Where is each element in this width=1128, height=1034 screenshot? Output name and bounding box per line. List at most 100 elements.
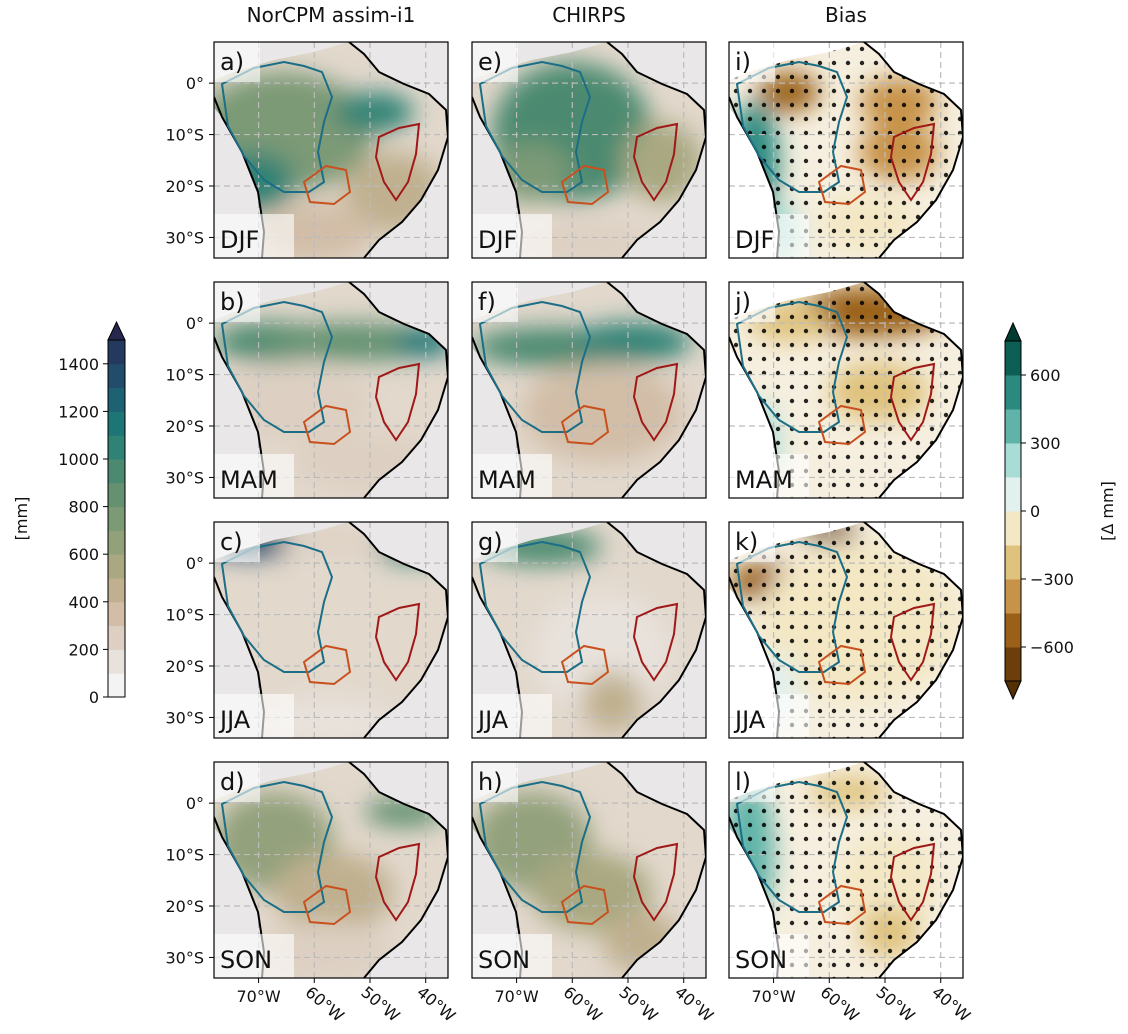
panel-frame	[213, 281, 449, 499]
colorbar-band	[108, 506, 125, 531]
colorbar-frame	[107, 339, 126, 698]
map-panel: l) SON 70°W 60°W 50°W 40°W	[728, 761, 974, 1026]
label-box	[214, 762, 260, 802]
season-label: DJF	[735, 226, 774, 254]
panel-frame	[728, 281, 964, 499]
colorbar-band	[1005, 409, 1021, 444]
lat-tick-label: 0°	[186, 554, 204, 573]
colorbar-band	[1005, 613, 1021, 648]
label-box	[214, 522, 260, 562]
colorbar-band	[1005, 477, 1021, 512]
label-box	[729, 694, 809, 738]
panel-letter: g)	[478, 528, 503, 556]
colorbar-band	[108, 673, 125, 698]
label-box	[214, 42, 260, 82]
season-label: JJA	[476, 706, 509, 734]
map-content	[472, 762, 706, 978]
lon-tick-label: 70°W	[494, 987, 538, 1006]
label-box	[472, 522, 518, 562]
lat-tick-label: 20°S	[165, 177, 204, 196]
map-content	[214, 42, 448, 258]
column-title: Bias	[825, 3, 867, 27]
colorbar-band	[108, 435, 125, 460]
lat-tick-label: 30°S	[165, 948, 204, 967]
column-title: NorCPM assim-i1	[247, 3, 416, 27]
label-box	[472, 934, 552, 978]
label-box	[472, 214, 552, 258]
lon-tick-label: 60°W	[817, 983, 863, 1026]
map-panel: e) DJF	[471, 41, 707, 259]
lon-tick-label: 40°W	[413, 983, 459, 1026]
panel-letter: d)	[220, 768, 245, 796]
panel-letter: a)	[220, 48, 244, 76]
map-content	[729, 522, 963, 738]
colorbar-tick-label: −300	[1030, 570, 1074, 589]
panel-letter: e)	[478, 48, 502, 76]
map-content	[729, 282, 963, 498]
colorbar-tick-label: 400	[68, 593, 99, 612]
colorbar-band	[1005, 647, 1021, 682]
map-panel: h) SON 70°W 60°W 50°W 40°W	[471, 761, 717, 1026]
colorbar-band	[108, 482, 125, 508]
map-panel: i) DJF	[728, 41, 964, 259]
panel-letter: k)	[735, 528, 758, 556]
map-content	[214, 522, 448, 738]
panel-frame	[471, 761, 707, 979]
colorbar-band	[108, 554, 125, 579]
panel-letter: i)	[735, 48, 751, 76]
colorbar-tick-label: 0	[1030, 502, 1040, 521]
colorbar-tick-label: 300	[1030, 434, 1061, 453]
panel-frame	[213, 521, 449, 739]
map-panel: b) MAM 0° 10°S 20°S 30°S	[165, 281, 449, 499]
lat-tick-label: 0°	[186, 314, 204, 333]
colorbar-band	[108, 363, 125, 389]
panel-frame	[471, 521, 707, 739]
panel-frame	[213, 41, 449, 259]
panel-frame	[213, 761, 449, 979]
label-box	[729, 454, 809, 498]
lat-tick-label: 0°	[186, 794, 204, 813]
field	[472, 792, 682, 972]
panel-letter: j)	[734, 288, 751, 316]
map-content	[472, 522, 706, 738]
lat-tick-label: 30°S	[165, 228, 204, 247]
map-panel: k) JJA	[728, 521, 964, 739]
panel-letter: l)	[735, 768, 751, 796]
field-blob	[582, 672, 642, 732]
lon-tick-label: 40°W	[671, 983, 717, 1026]
panel-letter: c)	[220, 528, 243, 556]
label-box	[729, 762, 775, 802]
label-box	[729, 522, 775, 562]
label-box	[729, 934, 809, 978]
field-blob	[334, 92, 414, 132]
lon-tick-label: 50°W	[357, 983, 403, 1026]
label-box	[214, 454, 294, 498]
panel-letter: f)	[478, 288, 496, 316]
season-label: JJA	[733, 706, 766, 734]
season-label: DJF	[220, 226, 259, 254]
colorbar-tick-label: 600	[68, 545, 99, 564]
lat-tick-label: 20°S	[165, 897, 204, 916]
colorbar-band	[1005, 375, 1021, 410]
lon-tick-label: 70°W	[236, 987, 280, 1006]
colorbar-tick-label: 1200	[58, 402, 99, 421]
lat-tick-label: 20°S	[165, 417, 204, 436]
colorbar-extend	[1004, 680, 1022, 701]
season-label: SON	[220, 946, 272, 974]
lat-tick-label: 0°	[186, 74, 204, 93]
label-box	[214, 694, 294, 738]
lat-tick-label: 30°S	[165, 468, 204, 487]
colorbar-tick-label: 0	[89, 688, 99, 707]
colorbar-band	[1005, 511, 1021, 546]
lat-tick-label: 10°S	[165, 846, 204, 865]
field	[472, 322, 692, 462]
lon-tick-label: 60°W	[560, 983, 606, 1026]
field-blob	[264, 322, 444, 362]
lat-tick-label: 10°S	[165, 366, 204, 385]
label-box	[472, 42, 518, 82]
colorbar-label: [Δ mm]	[1098, 481, 1117, 541]
map-content	[214, 282, 448, 498]
label-box	[472, 282, 518, 322]
map-content	[729, 762, 963, 978]
